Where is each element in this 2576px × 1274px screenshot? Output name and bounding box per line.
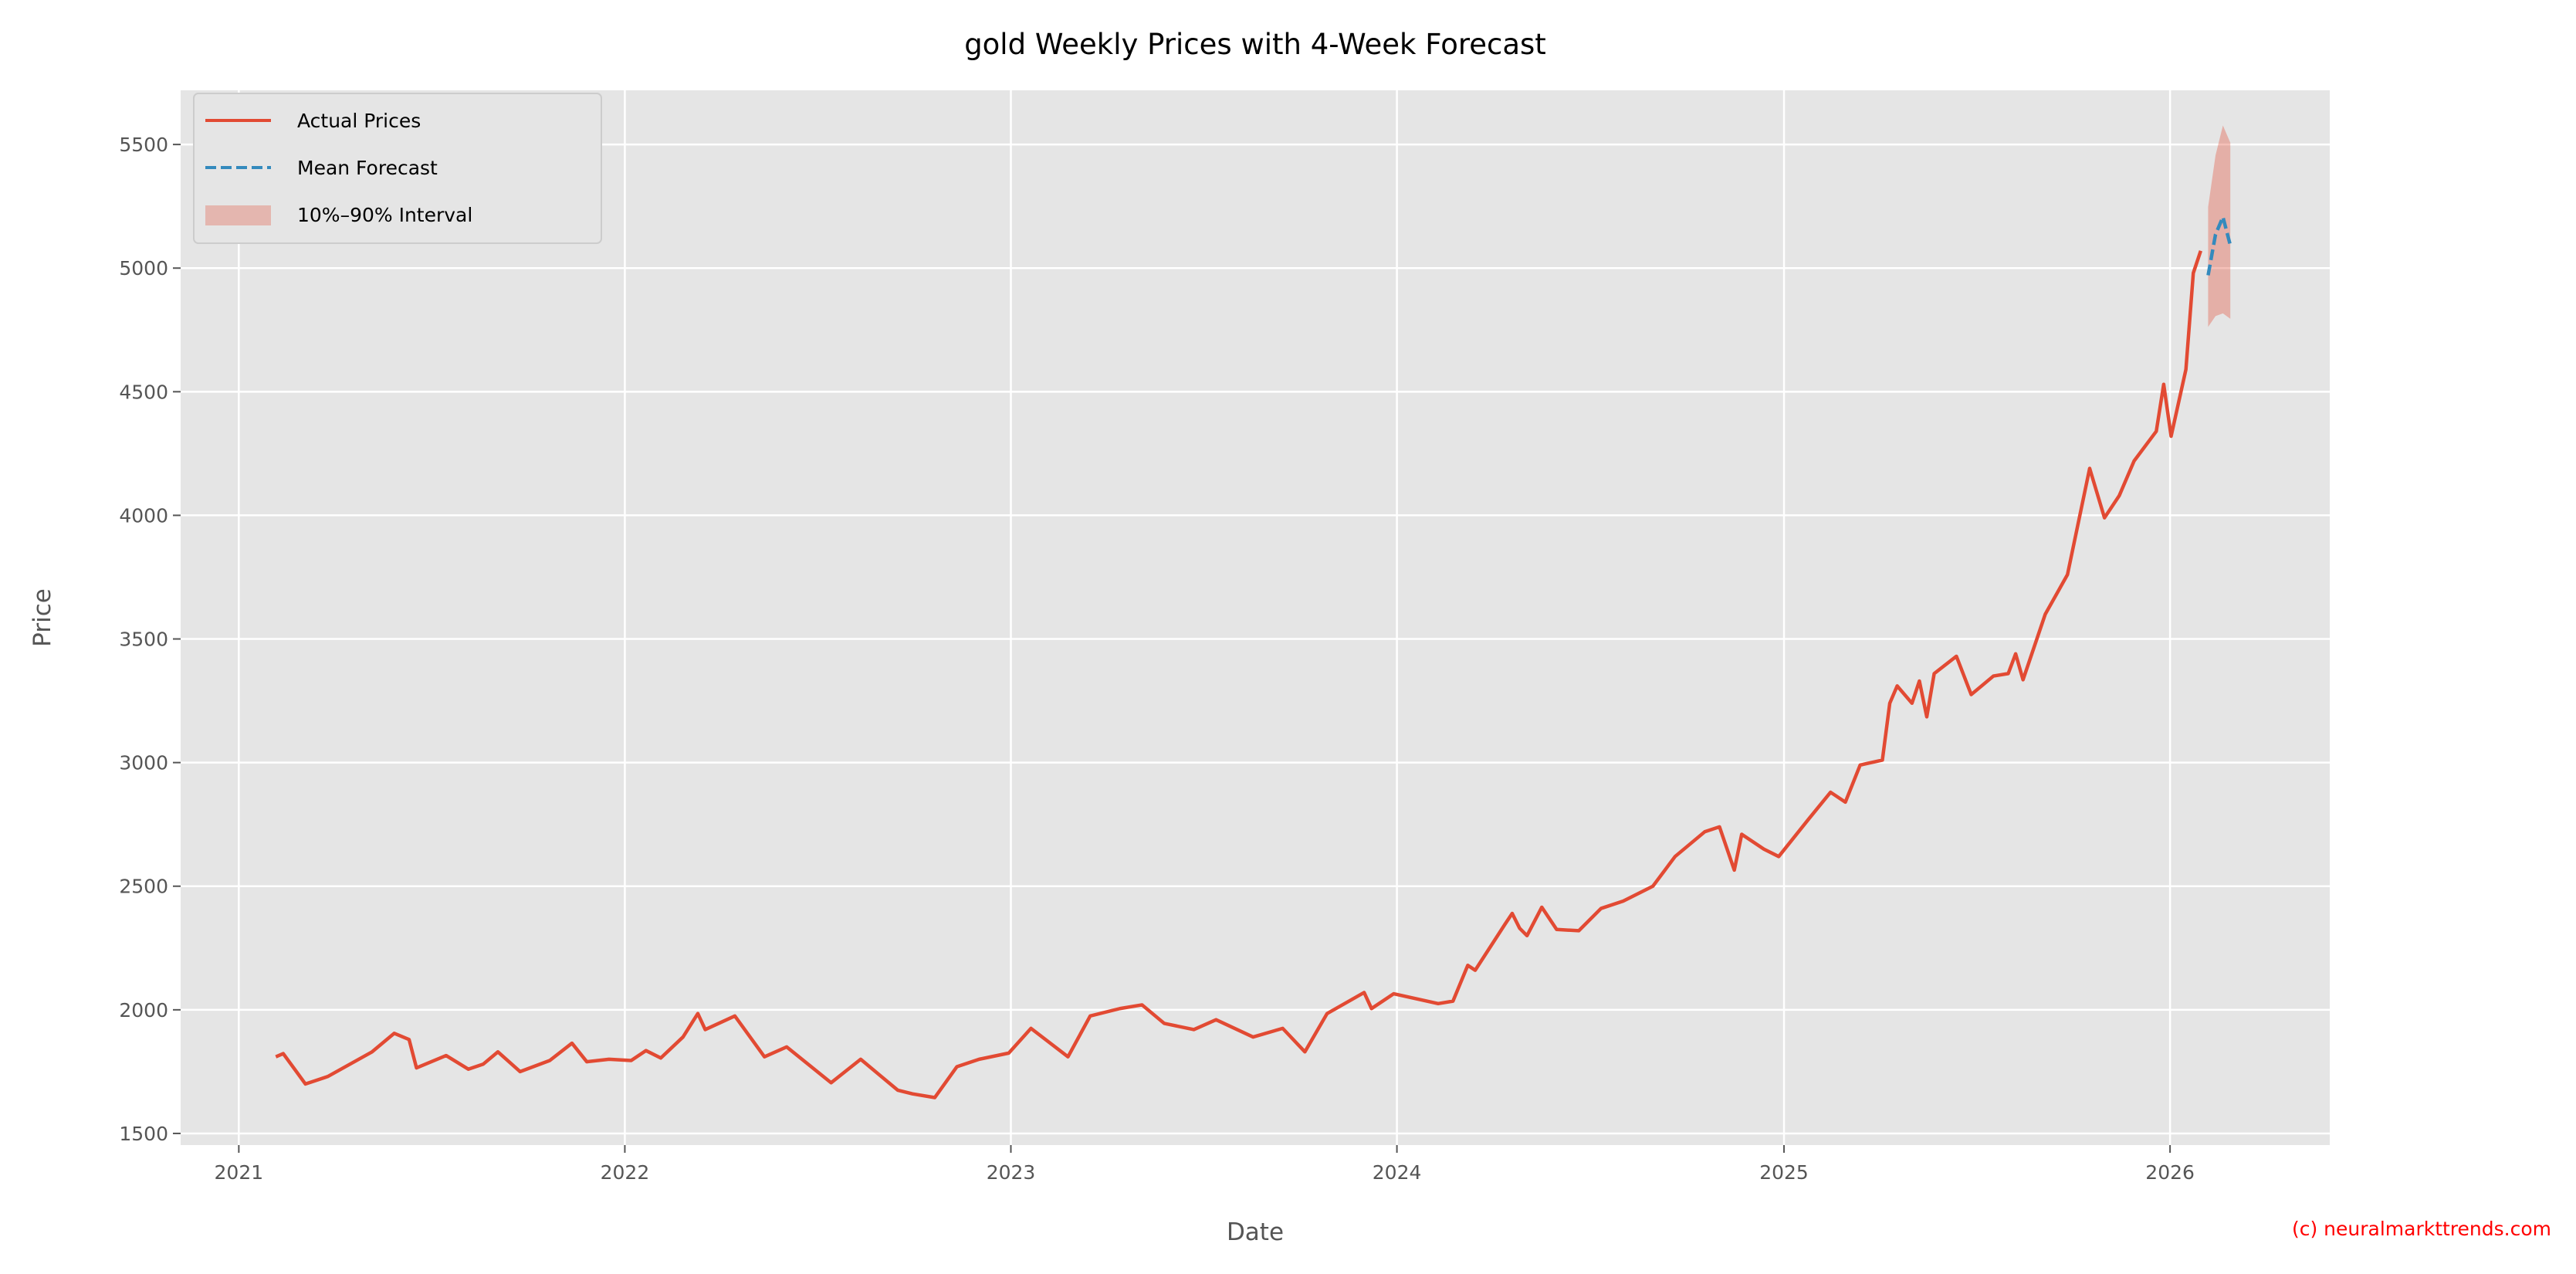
y-tick-label: 2000 bbox=[119, 999, 168, 1022]
x-axis: 2021 2022 2023 2024 2025 2026 bbox=[215, 1145, 2195, 1184]
y-tick-label: 2500 bbox=[119, 876, 168, 898]
x-tick-label: 2025 bbox=[1759, 1161, 1809, 1184]
grid bbox=[181, 90, 2330, 1145]
y-axis-label: Price bbox=[29, 588, 56, 647]
x-tick-label: 2022 bbox=[601, 1161, 650, 1184]
legend-swatch-interval bbox=[205, 205, 271, 225]
series-layer bbox=[275, 125, 2232, 1100]
x-axis-label: Date bbox=[1227, 1218, 1284, 1246]
x-tick-label: 2023 bbox=[987, 1161, 1036, 1184]
legend: Actual Prices Mean Forecast 10%–90% Inte… bbox=[193, 93, 602, 244]
x-tick-label: 2024 bbox=[1373, 1161, 1422, 1184]
y-tick-label: 1500 bbox=[119, 1123, 168, 1145]
y-tick-label: 3000 bbox=[119, 752, 168, 774]
y-tick-label: 4000 bbox=[119, 504, 168, 527]
y-tick-label: 4500 bbox=[119, 381, 168, 403]
legend-box bbox=[193, 93, 602, 244]
y-tick-label: 3500 bbox=[119, 629, 168, 651]
chart-title: gold Weekly Prices with 4-Week Forecast bbox=[964, 28, 1546, 61]
y-tick-label: 5000 bbox=[119, 257, 168, 280]
y-tick-label: 5500 bbox=[119, 134, 168, 156]
watermark: (c) neuralmarkttrends.com bbox=[2292, 1218, 2551, 1240]
x-tick-label: 2026 bbox=[2145, 1161, 2195, 1184]
legend-label-interval: 10%–90% Interval bbox=[297, 204, 472, 226]
actual-prices-line bbox=[275, 250, 2202, 1100]
legend-label-forecast: Mean Forecast bbox=[297, 157, 438, 179]
x-tick-label: 2021 bbox=[215, 1161, 264, 1184]
y-axis: 1500 2000 2500 3000 3500 4000 4500 5000 5500 bbox=[119, 134, 181, 1145]
legend-label-actual: Actual Prices bbox=[297, 110, 421, 132]
mean-forecast-line bbox=[2206, 215, 2232, 276]
plot-background bbox=[181, 90, 2330, 1145]
